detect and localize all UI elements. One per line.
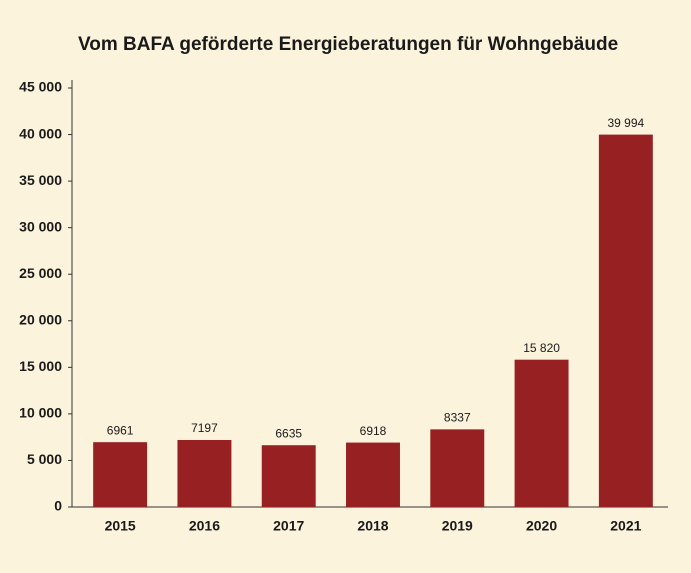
y-tick-label: 30 000 [19,218,62,234]
bar [261,445,316,507]
chart-title: Vom BAFA geförderte Energieberatungen fü… [78,34,618,55]
y-tick-label: 35 000 [19,172,62,188]
bar [346,442,400,507]
value-label: 7197 [191,421,218,435]
x-tick-label: 2015 [105,518,136,534]
value-label: 6918 [360,424,387,438]
x-tick-label: 2021 [610,518,641,534]
value-label: 8337 [444,411,471,425]
y-tick-label: 5 000 [27,451,62,467]
y-tick-label: 10 000 [19,405,62,421]
x-tick-label: 2016 [189,518,220,534]
x-tick-label: 2020 [526,518,557,534]
bar [93,442,148,507]
x-tick-label: 2019 [442,518,473,534]
y-tick-label: 0 [54,498,62,514]
y-tick-label: 20 000 [19,311,62,327]
y-tick-label: 40 000 [19,125,62,141]
value-label: 6635 [275,426,302,440]
x-tick-label: 2018 [357,518,388,534]
y-tick-label: 15 000 [19,358,62,374]
y-tick-label: 25 000 [19,265,62,281]
value-label: 39 994 [608,116,645,130]
bar [177,439,232,507]
x-tick-label: 2017 [273,518,304,534]
y-tick-label: 45 000 [19,79,62,95]
bar [514,359,569,507]
bar [430,429,485,507]
value-label: 15 820 [523,341,560,355]
value-label: 6961 [107,423,134,437]
bar [598,134,653,507]
